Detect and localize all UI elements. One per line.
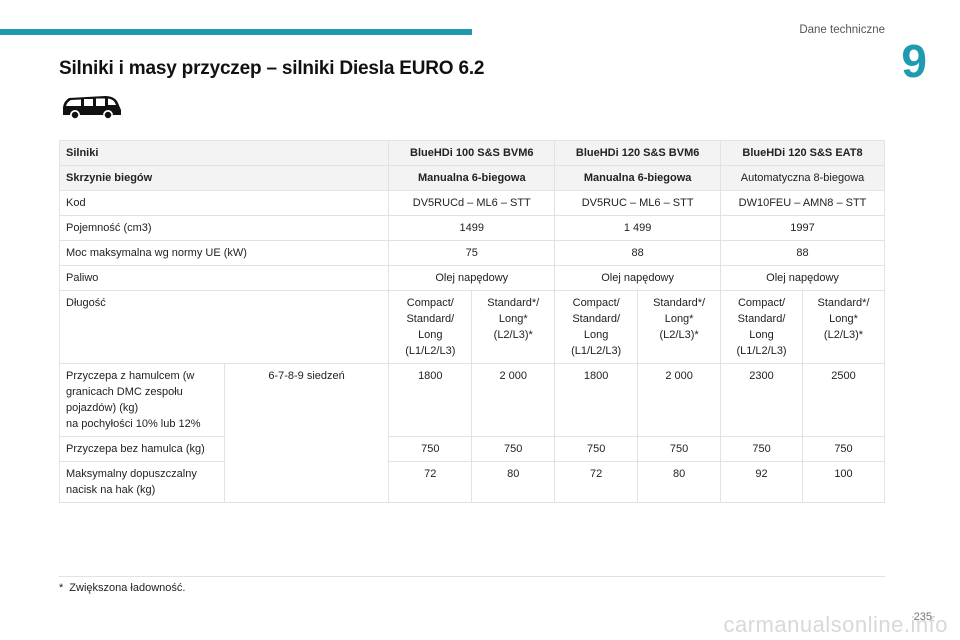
table-row: Paliwo Olej napędowy Olej napędowy Olej … bbox=[58, 265, 885, 291]
van-icon bbox=[63, 96, 121, 120]
table-cell: Compact/ Standard/ Long (L1/L2/L3) bbox=[720, 290, 803, 364]
table-cell: 100 bbox=[802, 461, 885, 503]
row-label: Kod bbox=[58, 190, 390, 216]
table-cell: 750 bbox=[802, 436, 885, 462]
table-cell: 1 499 bbox=[554, 215, 722, 241]
table-cell: Olej napędowy bbox=[720, 265, 885, 291]
page-number: 235 bbox=[913, 611, 932, 623]
row-label: Pojemność (cm3) bbox=[58, 215, 390, 241]
header-accent-bar bbox=[0, 29, 472, 35]
table-cell: 88 bbox=[554, 240, 722, 266]
row-label: Paliwo bbox=[58, 265, 390, 291]
table-cell: 750 bbox=[637, 436, 722, 462]
table-cell: Manualna 6-biegowa bbox=[388, 165, 556, 191]
table-cell: 72 bbox=[388, 461, 473, 503]
table-row: Skrzynie biegów Manualna 6-biegowa Manua… bbox=[58, 165, 885, 191]
row-label: Przyczepa bez hamulca (kg) bbox=[59, 436, 225, 462]
table-row: Długość Compact/ Standard/ Long (L1/L2/L… bbox=[58, 290, 885, 364]
table-row: Przyczepa bez hamulca (kg) 750 750 750 7… bbox=[59, 436, 885, 462]
seats-cell: 6-7-8-9 siedzeń bbox=[223, 363, 390, 503]
table-cell: DV5RUCd – ML6 – STT bbox=[388, 190, 556, 216]
table-cell: 88 bbox=[720, 240, 885, 266]
table-row: Kod DV5RUCd – ML6 – STT DV5RUC – ML6 – S… bbox=[58, 190, 885, 216]
row-label: Długość bbox=[58, 290, 390, 364]
footnote-divider bbox=[59, 576, 885, 577]
page-title: Silniki i masy przyczep – silniki Diesla… bbox=[59, 58, 485, 79]
table-cell: 80 bbox=[637, 461, 722, 503]
table-cell: 2500 bbox=[802, 363, 885, 437]
table-cell: Olej napędowy bbox=[388, 265, 556, 291]
table-cell: Automatyczna 8-biegowa bbox=[720, 165, 885, 191]
table-cell: Standard*/ Long* (L2/L3)* bbox=[802, 290, 885, 364]
table-row: Moc maksymalna wg normy UE (kW) 75 88 88 bbox=[58, 240, 885, 266]
table-cell: 1800 bbox=[388, 363, 473, 437]
table-row: Pojemność (cm3) 1499 1 499 1997 bbox=[58, 215, 885, 241]
table-cell: Standard*/ Long* (L2/L3)* bbox=[471, 290, 556, 364]
table-cell: 2300 bbox=[720, 363, 803, 437]
table-cell: DV5RUC – ML6 – STT bbox=[554, 190, 722, 216]
row-label: Moc maksymalna wg normy UE (kW) bbox=[58, 240, 390, 266]
section-title: Dane techniczne bbox=[799, 24, 885, 36]
table-cell: Olej napędowy bbox=[554, 265, 722, 291]
table-cell: BlueHDi 100 S&S BVM6 bbox=[388, 140, 556, 166]
table-cell: 2 000 bbox=[471, 363, 556, 437]
footnote-marker: * bbox=[59, 582, 64, 594]
table-cell: Compact/ Standard/ Long (L1/L2/L3) bbox=[554, 290, 639, 364]
table-cell: BlueHDi 120 S&S EAT8 bbox=[720, 140, 885, 166]
footnote: * Zwiększona ładowność. bbox=[59, 582, 191, 594]
table-cell: 2 000 bbox=[637, 363, 722, 437]
table-cell: 72 bbox=[554, 461, 639, 503]
table-cell: 80 bbox=[471, 461, 556, 503]
table-cell: BlueHDi 120 S&S BVM6 bbox=[554, 140, 722, 166]
table-cell: 75 bbox=[388, 240, 556, 266]
table-cell: 750 bbox=[471, 436, 556, 462]
table-row: Maksymalny dopuszczalny nacisk na hak (k… bbox=[59, 461, 885, 503]
table-cell: Compact/ Standard/ Long (L1/L2/L3) bbox=[388, 290, 473, 364]
row-label: Maksymalny dopuszczalny nacisk na hak (k… bbox=[59, 461, 225, 503]
table-cell: Standard*/ Long* (L2/L3)* bbox=[637, 290, 722, 364]
table-cell: 92 bbox=[720, 461, 803, 503]
footnote-text: Zwiększona ładowność. bbox=[69, 582, 186, 594]
table-cell: Manualna 6-biegowa bbox=[554, 165, 722, 191]
row-label: Silniki bbox=[58, 140, 390, 166]
table-cell: 750 bbox=[554, 436, 639, 462]
table-cell: 1997 bbox=[720, 215, 885, 241]
table-cell: 1499 bbox=[388, 215, 556, 241]
row-label: Przyczepa z hamulcem (w granicach DMC ze… bbox=[59, 363, 225, 437]
chapter-number: 9 bbox=[901, 35, 927, 87]
table-cell: 750 bbox=[388, 436, 473, 462]
watermark: carmanualsonline.info bbox=[723, 612, 948, 637]
table-row: Silniki BlueHDi 100 S&S BVM6 BlueHDi 120… bbox=[58, 140, 885, 166]
table-row: Przyczepa z hamulcem (w granicach DMC ze… bbox=[59, 363, 885, 503]
table-cell: 750 bbox=[720, 436, 803, 462]
table-cell: 1800 bbox=[554, 363, 639, 437]
engine-spec-table: Silniki BlueHDi 100 S&S BVM6 BlueHDi 120… bbox=[58, 140, 885, 503]
row-label: Skrzynie biegów bbox=[58, 165, 390, 191]
table-cell: DW10FEU – AMN8 – STT bbox=[720, 190, 885, 216]
